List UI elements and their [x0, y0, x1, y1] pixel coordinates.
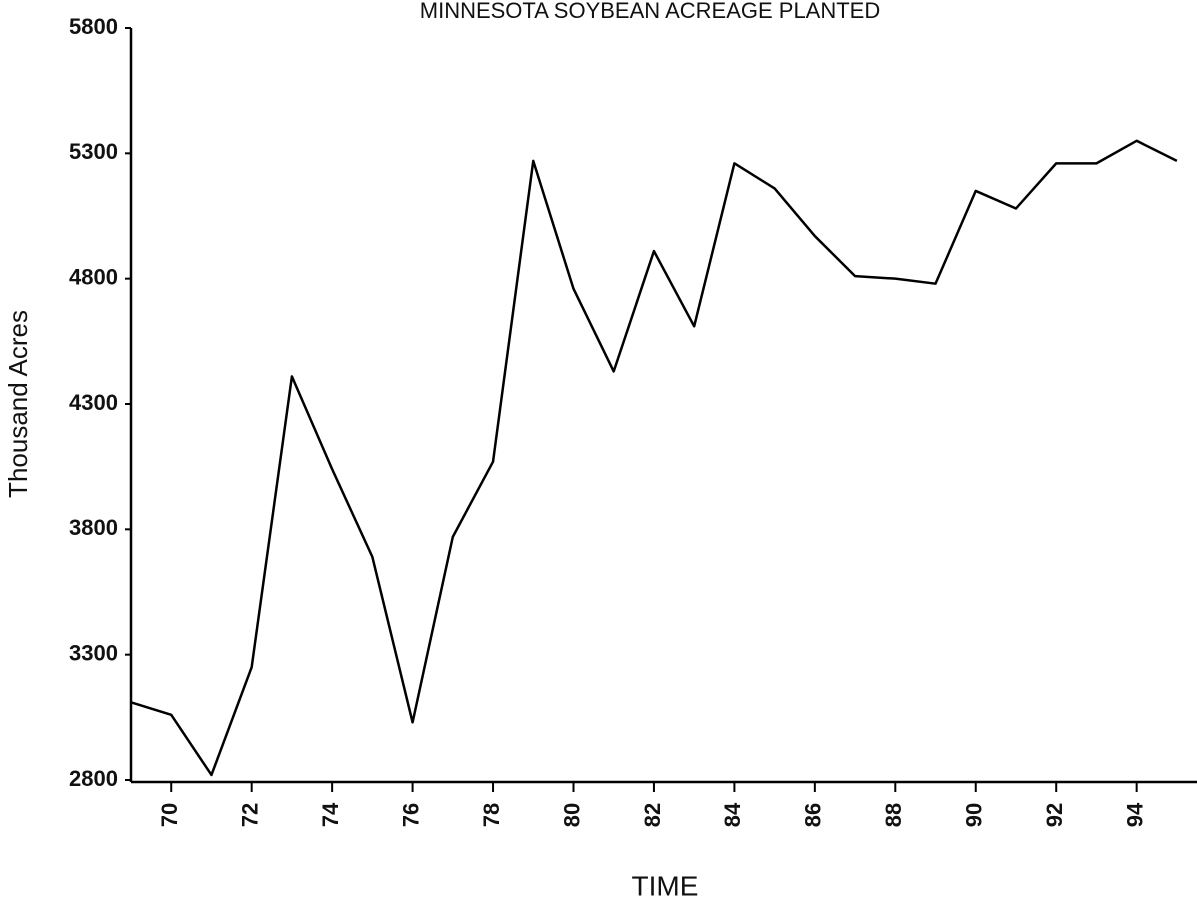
x-tick-label: 76: [398, 803, 423, 827]
x-tick-label: 86: [801, 803, 826, 827]
y-tick-label: 3300: [69, 640, 118, 665]
line: [130, 139, 1178, 777]
y-axis-label: Thousand Acres: [3, 310, 33, 498]
chart-title: MINNESOTA SOYBEAN ACREAGE PLANTED: [420, 0, 881, 23]
y-tick-label: 5800: [69, 14, 118, 39]
y-tick-label: 4300: [69, 390, 118, 415]
x-tick-label: 70: [157, 803, 182, 827]
x-tick-label: 88: [881, 803, 906, 827]
y-tick-label: 4800: [69, 264, 118, 289]
y-tick-label: 2800: [69, 766, 118, 791]
x-tick-label: 72: [237, 803, 262, 827]
y-tick-label: 3800: [69, 515, 118, 540]
x-tick-label: 84: [720, 802, 745, 827]
x-tick-label: 92: [1042, 803, 1067, 827]
x-tick-label: 90: [962, 803, 987, 827]
x-tick-label: 82: [640, 803, 665, 827]
x-tick-label: 94: [1122, 802, 1147, 827]
x-tick-label: 80: [559, 803, 584, 827]
x-tick-label: 74: [318, 802, 343, 827]
x-axis-label: TIME: [632, 870, 699, 901]
x-tick-label: 78: [479, 803, 504, 827]
y-tick-label: 5300: [69, 139, 118, 164]
